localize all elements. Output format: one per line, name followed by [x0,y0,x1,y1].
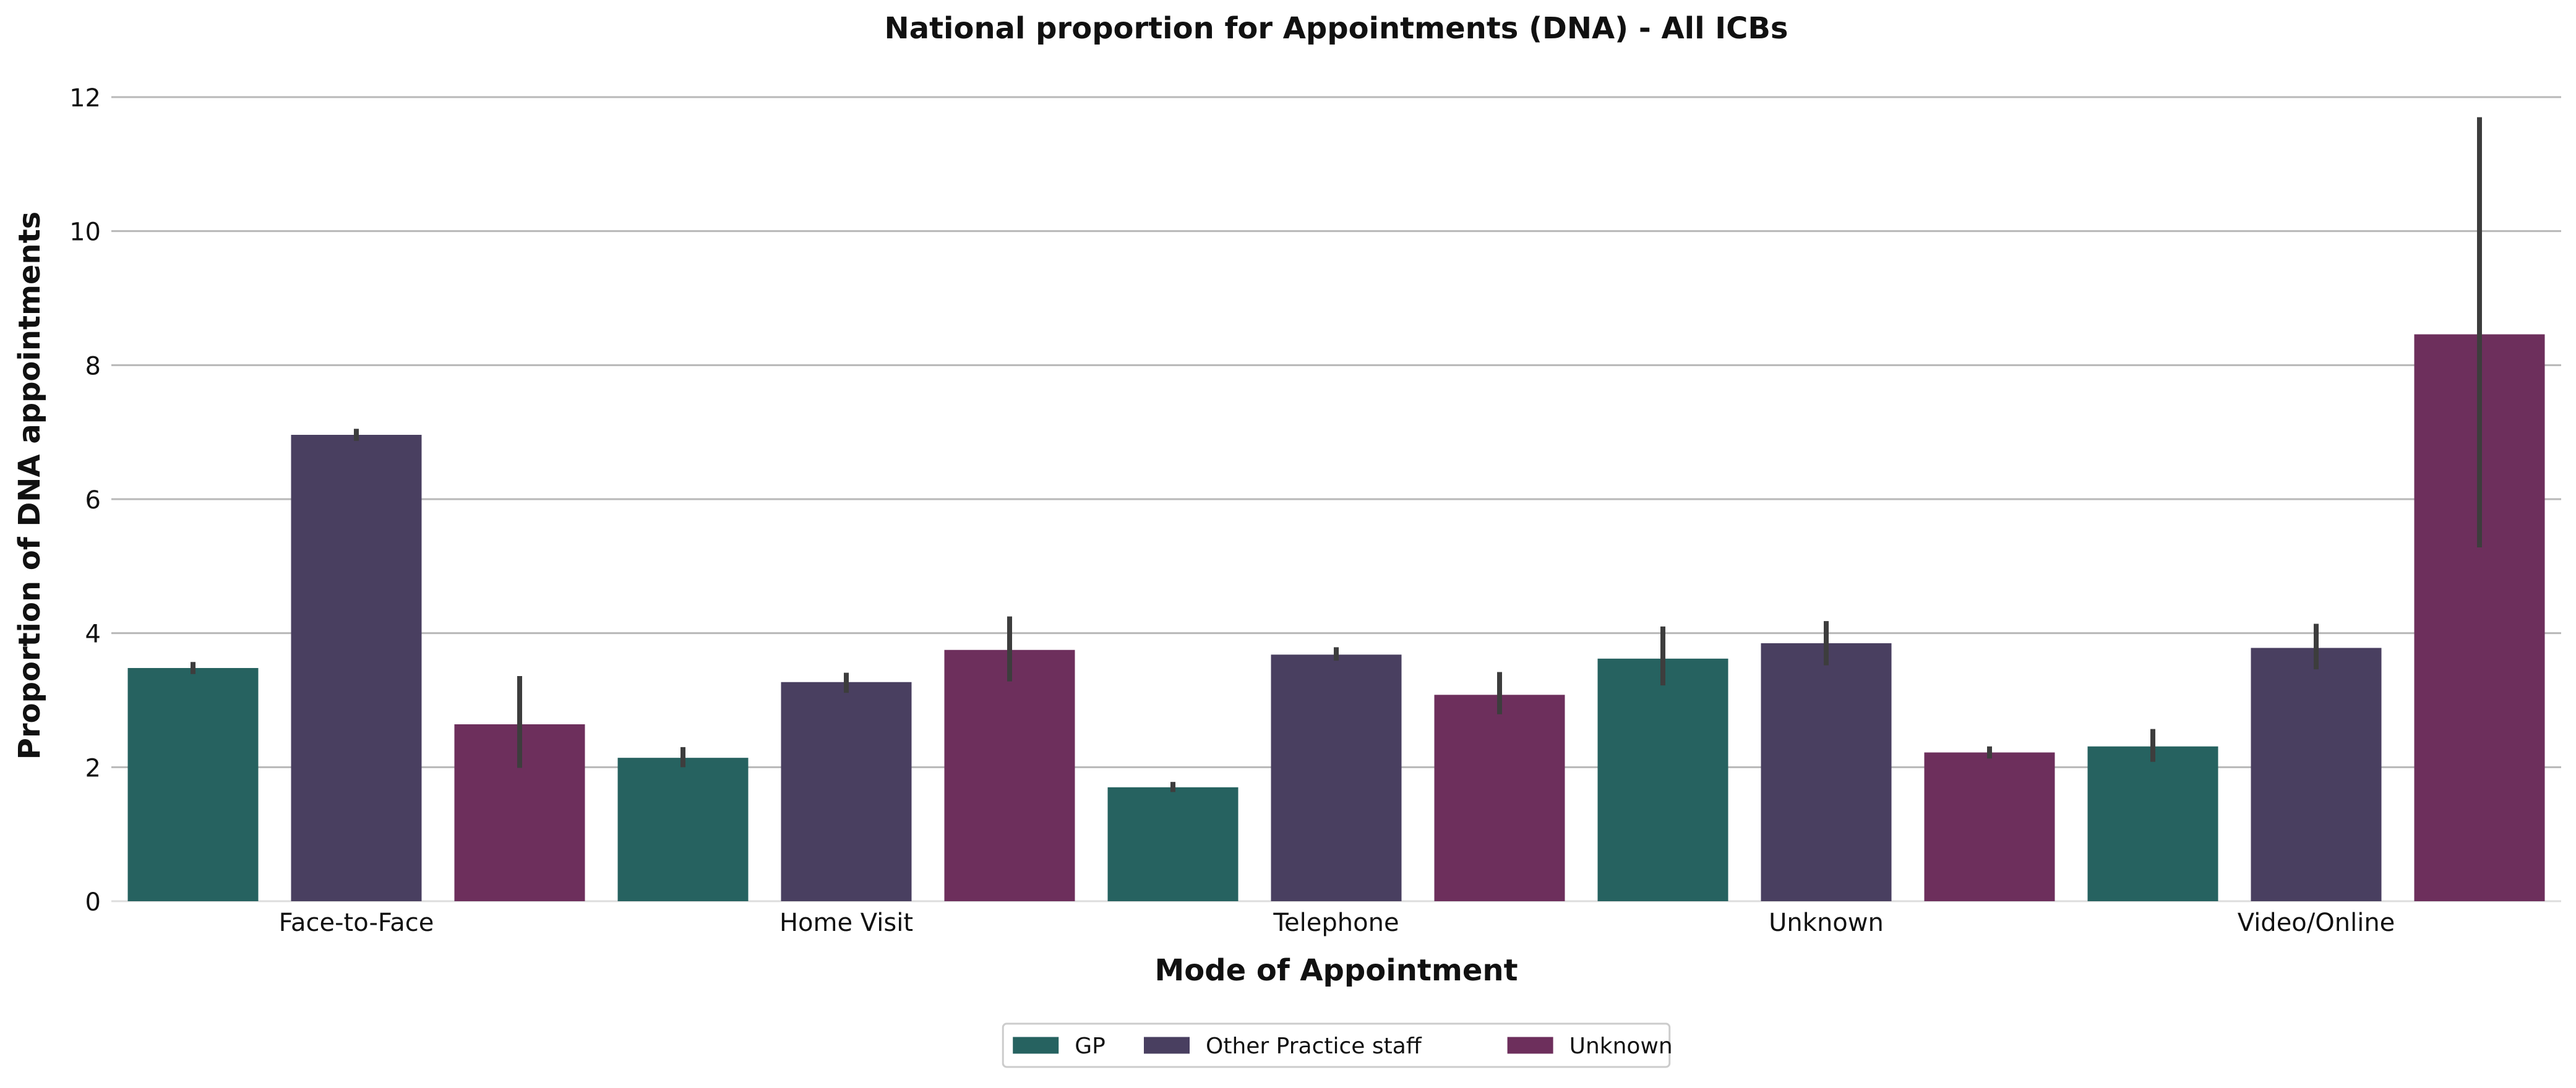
y-tick-label: 0 [85,888,101,917]
bar [1761,643,1892,901]
y-tick-label: 12 [69,84,101,113]
bars-layer [127,334,2545,901]
legend-swatch [1144,1037,1190,1054]
x-tick-label: Telephone [1273,909,1399,937]
bar [617,758,749,901]
bar [1597,658,1728,901]
x-tick-label: Unknown [1769,909,1884,937]
chart-title: National proportion for Appointments (DN… [885,11,1788,46]
bar [127,668,259,901]
x-tick-label: Home Visit [779,909,913,937]
legend-label: Other Practice staff [1206,1034,1422,1059]
legend-swatch [1507,1037,1553,1054]
y-tick-label: 4 [85,620,101,649]
bar [1924,752,2055,901]
y-axis-ticks: 0 2 4 6 8 10 12 [69,84,101,917]
bar [944,649,1075,901]
y-tick-label: 10 [69,218,101,247]
y-axis-label: Proportion of DNA appointments [12,212,47,760]
legend-label: Unknown [1569,1034,1673,1059]
y-tick-label: 6 [85,486,101,515]
bar [291,435,422,901]
x-tick-label: Face-to-Face [279,909,434,937]
x-tick-label: Video/Online [2238,909,2395,937]
error-bars-layer [191,117,2482,792]
x-axis-ticks: Face-to-Face Home Visit Telephone Unknown Vi… [279,909,2395,937]
bar [1434,695,1565,901]
y-tick-label: 8 [85,352,101,380]
legend-swatch [1013,1037,1059,1054]
bar [2087,746,2218,901]
y-tick-label: 2 [85,754,101,782]
legend-box [1002,1022,1671,1068]
legend-label: GP [1075,1034,1106,1059]
bar [1271,654,1402,901]
bar [781,682,912,901]
legend: GP Other Practice staff Unknown [1002,1022,1673,1068]
bar [1107,787,1239,901]
x-axis-label: Mode of Appointment [1154,953,1518,988]
bar [2251,648,2382,901]
